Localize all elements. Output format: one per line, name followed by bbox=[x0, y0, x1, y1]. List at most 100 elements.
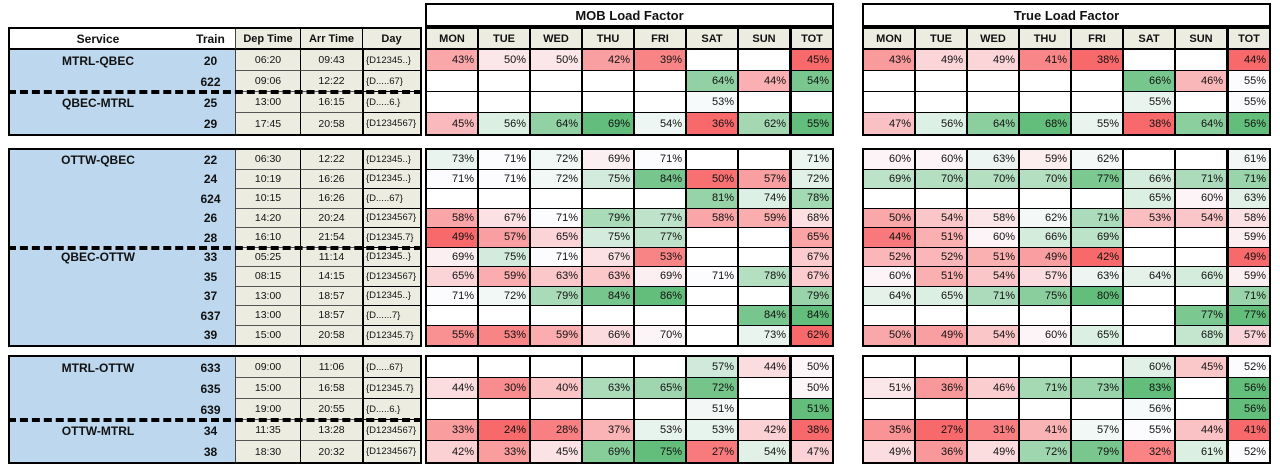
true-load-cell-sat[interactable] bbox=[1124, 150, 1176, 170]
mob-load-cell-thu[interactable] bbox=[583, 189, 635, 209]
arr-time-cell[interactable]: 16:58 bbox=[301, 378, 363, 399]
true-load-cell-tot[interactable]: 44% bbox=[1229, 50, 1269, 71]
true-load-cell-wed[interactable] bbox=[968, 306, 1020, 326]
mob-load-cell-sat[interactable] bbox=[687, 50, 739, 71]
train-cell[interactable]: 39 bbox=[186, 325, 236, 345]
mob-load-cell-sun[interactable] bbox=[739, 228, 792, 248]
mob-load-cell-thu[interactable]: 63% bbox=[583, 267, 635, 287]
mob-load-cell-tue[interactable]: 59% bbox=[479, 267, 531, 287]
true-load-cell-sat[interactable] bbox=[1124, 228, 1176, 248]
true-load-cell-sun[interactable]: 64% bbox=[1176, 113, 1229, 134]
train-cell[interactable]: 38 bbox=[186, 441, 236, 462]
dep-time-cell[interactable]: 14:20 bbox=[236, 208, 301, 228]
true-load-cell-tue[interactable]: 36% bbox=[916, 378, 968, 399]
true-load-cell-tue[interactable]: 54% bbox=[916, 208, 968, 228]
true-load-cell-sun[interactable] bbox=[1176, 50, 1229, 71]
true-load-cell-sat[interactable]: 53% bbox=[1124, 208, 1176, 228]
service-cell[interactable]: MTRL-QBEC bbox=[10, 50, 186, 71]
true-load-cell-mon[interactable] bbox=[864, 399, 916, 420]
day-pattern-cell[interactable]: {D12345.7} bbox=[363, 378, 420, 399]
mob-load-cell-sun[interactable] bbox=[739, 378, 792, 399]
mob-load-cell-mon[interactable]: 65% bbox=[427, 267, 479, 287]
mob-load-cell-tot[interactable]: 84% bbox=[792, 306, 832, 326]
true-load-cell-fri[interactable] bbox=[1072, 357, 1124, 378]
true-load-cell-sun[interactable] bbox=[1176, 378, 1229, 399]
day-pattern-cell[interactable]: {D12345.7} bbox=[363, 325, 420, 345]
true-load-cell-wed[interactable]: 49% bbox=[968, 441, 1020, 462]
true-load-cell-tot[interactable]: 71% bbox=[1229, 286, 1269, 306]
true-load-cell-sat[interactable]: 55% bbox=[1124, 92, 1176, 113]
mob-load-cell-tue[interactable] bbox=[479, 306, 531, 326]
true-load-cell-fri[interactable]: 38% bbox=[1072, 50, 1124, 71]
true-load-cell-wed[interactable]: 31% bbox=[968, 420, 1020, 441]
true-load-cell-fri[interactable]: 77% bbox=[1072, 169, 1124, 189]
true-load-cell-mon[interactable]: 69% bbox=[864, 169, 916, 189]
mob-load-cell-mon[interactable]: 58% bbox=[427, 208, 479, 228]
day-pattern-cell[interactable]: {D.....67} bbox=[363, 357, 420, 378]
service-cell[interactable]: QBEC-OTTW bbox=[10, 247, 186, 267]
mob-load-cell-mon[interactable] bbox=[427, 306, 479, 326]
mob-load-cell-fri[interactable]: 53% bbox=[635, 420, 687, 441]
true-load-cell-mon[interactable]: 47% bbox=[864, 113, 916, 134]
true-load-cell-wed[interactable] bbox=[968, 357, 1020, 378]
true-load-cell-mon[interactable]: 60% bbox=[864, 150, 916, 170]
arr-time-cell[interactable]: 20:24 bbox=[301, 208, 363, 228]
mob-load-cell-tot[interactable]: 65% bbox=[792, 228, 832, 248]
mob-load-cell-tot[interactable]: 67% bbox=[792, 247, 832, 267]
true-load-cell-fri[interactable]: 79% bbox=[1072, 441, 1124, 462]
true-load-cell-mon[interactable] bbox=[864, 306, 916, 326]
mob-load-cell-sat[interactable]: 57% bbox=[687, 357, 739, 378]
dep-time-cell[interactable]: 09:06 bbox=[236, 71, 301, 92]
mob-load-cell-wed[interactable]: 65% bbox=[531, 228, 583, 248]
true-load-cell-tue[interactable]: 49% bbox=[916, 50, 968, 71]
mob-load-cell-thu[interactable]: 63% bbox=[583, 378, 635, 399]
true-load-cell-sat[interactable] bbox=[1124, 247, 1176, 267]
mob-load-cell-thu[interactable]: 69% bbox=[583, 150, 635, 170]
mob-load-cell-mon[interactable]: 71% bbox=[427, 286, 479, 306]
true-load-cell-sat[interactable]: 66% bbox=[1124, 71, 1176, 92]
mob-load-cell-thu[interactable] bbox=[583, 92, 635, 113]
mob-load-cell-sat[interactable]: 36% bbox=[687, 113, 739, 134]
mob-load-cell-sat[interactable]: 64% bbox=[687, 71, 739, 92]
mob-load-cell-sat[interactable]: 53% bbox=[687, 92, 739, 113]
true-load-cell-mon[interactable]: 35% bbox=[864, 420, 916, 441]
mob-load-cell-mon[interactable]: 73% bbox=[427, 150, 479, 170]
true-load-cell-wed[interactable]: 49% bbox=[968, 50, 1020, 71]
dep-time-cell[interactable]: 05:25 bbox=[236, 247, 301, 267]
true-load-cell-mon[interactable]: 50% bbox=[864, 208, 916, 228]
mob-load-cell-wed[interactable]: 40% bbox=[531, 378, 583, 399]
mob-load-cell-fri[interactable]: 86% bbox=[635, 286, 687, 306]
mob-load-cell-fri[interactable]: 39% bbox=[635, 50, 687, 71]
mob-load-cell-wed[interactable] bbox=[531, 357, 583, 378]
mob-load-cell-tue[interactable]: 33% bbox=[479, 441, 531, 462]
mob-load-cell-tot[interactable]: 71% bbox=[792, 150, 832, 170]
mob-load-cell-tot[interactable]: 38% bbox=[792, 420, 832, 441]
mob-load-cell-sat[interactable]: 72% bbox=[687, 378, 739, 399]
dep-time-cell[interactable]: 11:35 bbox=[236, 420, 301, 441]
mob-load-cell-mon[interactable]: 43% bbox=[427, 50, 479, 71]
true-load-cell-tot[interactable]: 59% bbox=[1229, 267, 1269, 287]
true-load-cell-tue[interactable] bbox=[916, 71, 968, 92]
true-load-cell-tot[interactable]: 71% bbox=[1229, 169, 1269, 189]
true-load-cell-sun[interactable]: 45% bbox=[1176, 357, 1229, 378]
mob-load-cell-wed[interactable]: 72% bbox=[531, 169, 583, 189]
mob-load-cell-sun[interactable]: 84% bbox=[739, 306, 792, 326]
train-cell[interactable]: 34 bbox=[186, 420, 236, 441]
dep-time-cell[interactable]: 18:30 bbox=[236, 441, 301, 462]
mob-load-cell-fri[interactable] bbox=[635, 306, 687, 326]
true-load-cell-sat[interactable]: 32% bbox=[1124, 441, 1176, 462]
mob-load-cell-mon[interactable]: 69% bbox=[427, 247, 479, 267]
mob-load-cell-thu[interactable]: 42% bbox=[583, 50, 635, 71]
true-load-cell-thu[interactable]: 68% bbox=[1020, 113, 1072, 134]
mob-load-cell-tue[interactable] bbox=[479, 189, 531, 209]
true-load-cell-mon[interactable] bbox=[864, 92, 916, 113]
true-load-cell-wed[interactable]: 54% bbox=[968, 267, 1020, 287]
true-load-cell-fri[interactable]: 71% bbox=[1072, 208, 1124, 228]
true-load-cell-tue[interactable]: 56% bbox=[916, 113, 968, 134]
mob-load-cell-thu[interactable]: 69% bbox=[583, 441, 635, 462]
mob-load-cell-thu[interactable]: 37% bbox=[583, 420, 635, 441]
mob-load-cell-wed[interactable]: 45% bbox=[531, 441, 583, 462]
true-load-cell-sat[interactable] bbox=[1124, 306, 1176, 326]
service-cell[interactable]: QBEC-MTRL bbox=[10, 92, 186, 113]
true-load-cell-wed[interactable]: 54% bbox=[968, 325, 1020, 345]
